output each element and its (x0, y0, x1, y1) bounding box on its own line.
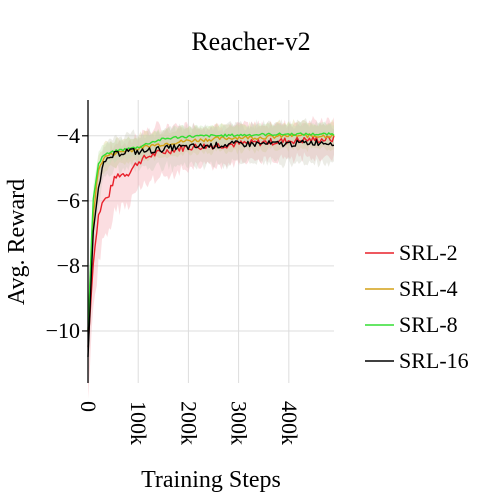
y-tick-label: −4 (57, 123, 80, 148)
legend-label: SRL-16 (399, 348, 469, 373)
line-srl-2 (87, 135, 335, 348)
confidence-bands (88, 115, 334, 400)
line-srl-8 (87, 132, 335, 332)
x-tick-label: 200k (176, 401, 201, 445)
x-axis-label: Training Steps (141, 467, 281, 493)
band-srl-8 (88, 121, 334, 349)
x-tick-label: 100k (126, 401, 151, 445)
chart-title: Reacher-v2 (191, 27, 310, 56)
legend-label: SRL-4 (399, 276, 458, 301)
y-tick-label: −8 (57, 253, 80, 278)
x-tick-labels: 0 100k 200k 300k 400k (76, 401, 302, 445)
band-srl-16 (88, 118, 334, 386)
y-tick-label: −6 (57, 188, 80, 213)
legend: SRL-2 SRL-4 SRL-8 SRL-16 (365, 240, 469, 373)
y-tick-labels: −10 −8 −6 −4 (46, 123, 88, 343)
legend-label: SRL-8 (399, 312, 458, 337)
x-tick-label: 300k (227, 401, 252, 445)
y-tick-label: −10 (46, 318, 80, 343)
legend-label: SRL-2 (399, 240, 458, 265)
series-lines (87, 132, 335, 358)
band-srl-4 (88, 119, 334, 350)
x-tick-label: 0 (76, 401, 101, 412)
line-srl-16 (87, 139, 335, 358)
y-axis-label: Avg. Reward (4, 179, 30, 305)
x-tick-label: 400k (277, 401, 302, 445)
